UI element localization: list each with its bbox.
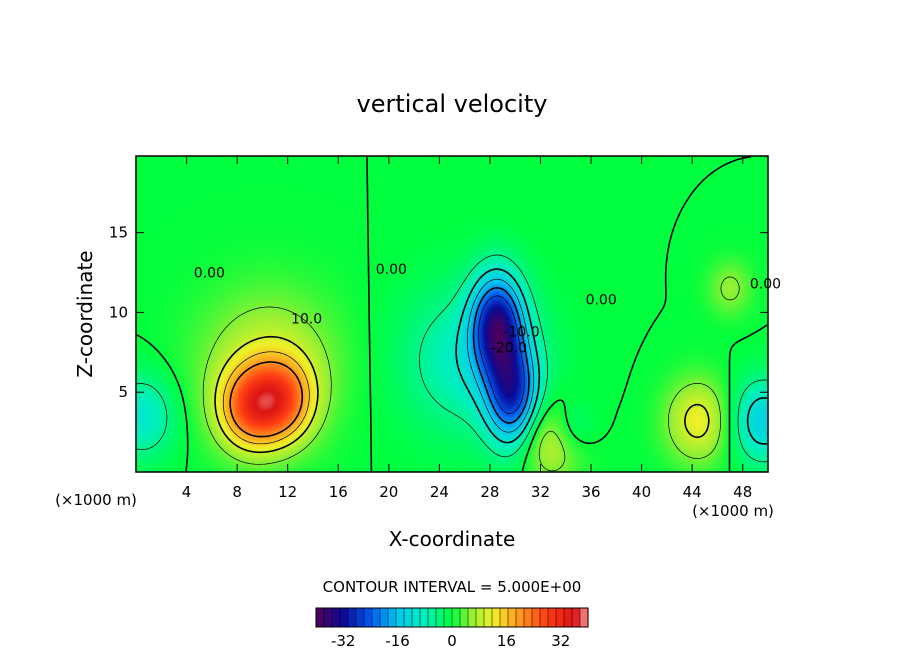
colorbar-segment	[499, 607, 509, 628]
contour-level--25	[478, 295, 525, 414]
contour-level--5	[136, 254, 768, 463]
contour-label: 10.0	[291, 312, 322, 328]
colorbar-tick-label: -32	[331, 632, 356, 650]
colorbar-segment	[339, 607, 349, 628]
colorbar-tick-label: 16	[497, 632, 516, 650]
colorbar-segment	[331, 607, 341, 628]
colorbar-segment	[563, 607, 573, 628]
y-tick-label: 10	[109, 303, 128, 321]
colorbar-segment	[451, 607, 461, 628]
contour-label: 0.00	[376, 262, 407, 278]
colorbar-segment	[379, 607, 389, 628]
x-tick-label: 16	[329, 483, 348, 501]
contour-label: -10.0	[503, 324, 539, 340]
contour-lines	[136, 156, 768, 472]
contour-label: 0.00	[750, 276, 781, 292]
colorbar-segment	[555, 607, 565, 628]
plot-frame	[135, 155, 769, 473]
colorbar-segment	[363, 607, 373, 628]
colorbar-segment	[387, 607, 397, 628]
contour-interval-text: CONTOUR INTERVAL = 5.000E+00	[323, 578, 582, 596]
contour-label: 0.00	[194, 265, 225, 281]
x-tick-label: 8	[232, 483, 242, 501]
colorbar-segment	[435, 607, 445, 628]
colorbar-ticks: -32 -16 0 16 32	[331, 632, 570, 650]
y-tick-label: 5	[118, 383, 128, 401]
colorbar-segment	[547, 607, 557, 628]
contour-labels: 0.00 10.0 0.00 0.00 0.00 -10.0-20.0	[194, 262, 781, 356]
contour-label: -20.0	[491, 340, 527, 356]
x-tick-label: 48	[733, 483, 752, 501]
contour-label: 0.00	[586, 292, 617, 308]
x-axis-label: X-coordinate	[389, 527, 516, 551]
x-tick-label: 32	[531, 483, 550, 501]
colorbar-segment	[579, 607, 589, 628]
colorbar-segment	[475, 607, 485, 628]
colorbar-segment	[443, 607, 453, 628]
colorbar-segment	[395, 607, 405, 628]
contour-level-5	[202, 276, 740, 472]
colorbar-tick-label: 32	[551, 632, 570, 650]
contour-level--15	[467, 278, 535, 433]
contour-level-0	[136, 156, 768, 472]
x-axis-unit-left: (×1000 m)	[55, 491, 137, 509]
colorbar-segment	[491, 607, 501, 628]
colorbar-segment	[371, 607, 381, 628]
x-tick-label: 28	[480, 483, 499, 501]
contour-level-10	[214, 335, 710, 454]
contour-level-15	[222, 351, 310, 445]
colorbar-segment	[467, 607, 477, 628]
colorbar	[315, 607, 589, 628]
colorbar-tick-label: 0	[447, 632, 457, 650]
colorbar-segment	[539, 607, 549, 628]
colorbar-segment	[459, 607, 469, 628]
colorbar-segment	[315, 607, 325, 628]
colorbar-segment	[403, 607, 413, 628]
colorbar-segment	[347, 607, 357, 628]
x-tick-label: 24	[430, 483, 449, 501]
x-tick-label: 20	[379, 483, 398, 501]
colorbar-tick-label: -16	[385, 632, 410, 650]
contour-level--20	[472, 287, 530, 424]
colorbar-segment	[507, 607, 517, 628]
plot-heatmap	[136, 156, 768, 472]
y-axis-ticks: 5 10 15	[109, 224, 768, 401]
y-axis-label: Z-coordinate	[73, 250, 97, 377]
x-tick-label: 40	[632, 483, 651, 501]
colorbar-segment	[419, 607, 429, 628]
colorbar-segment	[355, 607, 365, 628]
x-tick-label: 12	[278, 483, 297, 501]
colorbar-frame	[315, 607, 589, 628]
contour-level--10	[455, 268, 768, 445]
x-tick-label: 36	[581, 483, 600, 501]
y-tick-label: 15	[109, 224, 128, 242]
x-tick-label: 4	[182, 483, 192, 501]
colorbar-segment	[427, 607, 437, 628]
colorbar-segment	[515, 607, 525, 628]
colorbar-segment	[531, 607, 541, 628]
contour-level-20	[229, 361, 304, 438]
x-axis-unit-right: (×1000 m)	[692, 502, 774, 520]
colorbar-segment	[571, 607, 581, 628]
colorbar-segment	[411, 607, 421, 628]
chart-title: vertical velocity	[357, 90, 548, 118]
x-axis-ticks: 4 8 12 16 20 24 28 32 36 40 44 48	[182, 156, 752, 501]
colorbar-segment	[323, 607, 333, 628]
colorbar-segment	[523, 607, 533, 628]
x-tick-label: 44	[683, 483, 702, 501]
colorbar-segment	[483, 607, 493, 628]
